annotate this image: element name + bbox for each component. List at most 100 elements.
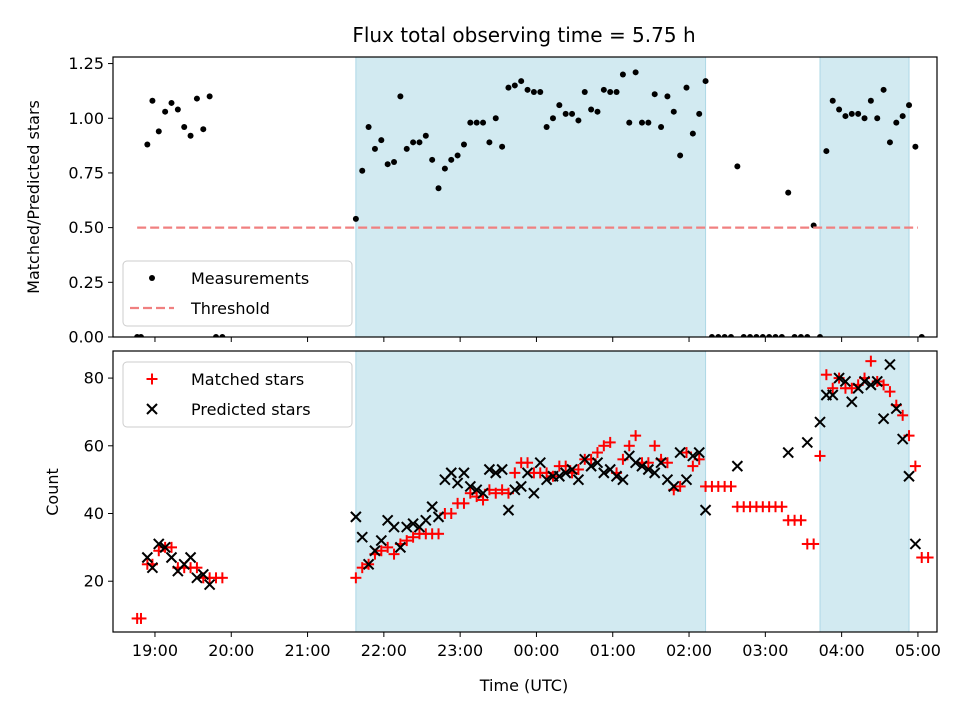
top-panel-ratio: 0.00 0.25 0.50 0.75 1.00 1.25 Measurements Thre… — [68, 54, 938, 347]
predicted-star-marker — [566, 463, 578, 476]
marker-stroke — [483, 463, 496, 476]
predicted-star-marker — [369, 545, 381, 557]
marker-stroke — [477, 487, 489, 499]
measurement-point — [174, 106, 181, 113]
matched-star-marker — [407, 531, 419, 543]
predicted-star-marker — [801, 436, 814, 449]
predicted-star-marker — [553, 470, 566, 482]
measurement-point — [378, 137, 385, 144]
matched-star-marker — [388, 548, 400, 560]
measurement-point — [689, 130, 696, 137]
measurement-point — [435, 185, 442, 192]
matched-star-marker — [827, 382, 839, 394]
measurement-point — [359, 167, 366, 174]
matched-star-marker — [865, 355, 877, 367]
matched-star-marker — [725, 480, 737, 492]
marker-stroke — [509, 484, 521, 496]
matched-star-marker — [496, 484, 508, 496]
plot-area — [134, 69, 925, 337]
marker-stroke — [407, 517, 419, 530]
marker-stroke — [191, 572, 203, 584]
predicted-star-marker — [426, 501, 438, 513]
measurement-point — [791, 334, 798, 337]
measurement-point — [708, 334, 715, 337]
predicted-star-marker — [636, 460, 648, 472]
marker-stroke — [445, 467, 457, 479]
measurement-point — [797, 334, 804, 337]
predicted-star-marker — [407, 517, 419, 530]
legend-box — [122, 361, 353, 428]
x-tick-label: 21:00 — [285, 641, 331, 660]
measurement-point — [575, 117, 582, 124]
measurement-point — [187, 132, 194, 139]
matched-star-marker — [649, 440, 661, 452]
measurement-point — [371, 145, 378, 152]
marker-stroke — [655, 457, 667, 469]
predicted-star-marker — [871, 375, 883, 388]
predicted-star-marker — [464, 480, 477, 493]
measurement-point — [804, 334, 811, 337]
chart-title: Flux total observing time = 5.75 h — [352, 23, 695, 47]
predicted-star-marker — [591, 457, 604, 469]
measurement-point — [886, 139, 893, 146]
matched-star-marker — [909, 460, 921, 472]
marker-stroke — [642, 463, 655, 476]
marker-stroke — [699, 504, 712, 516]
y-tick-label: 1.25 — [68, 54, 104, 73]
predicted-star-marker — [521, 467, 534, 479]
marker-stroke — [871, 375, 883, 388]
measurement-point — [365, 124, 372, 130]
predicted-star-marker — [483, 463, 496, 476]
measurement-point — [193, 95, 200, 102]
predicted-star-marker — [394, 541, 407, 554]
measurement-point — [664, 93, 671, 100]
predicted-star-marker — [146, 561, 159, 574]
measurement-point — [645, 119, 652, 126]
x-tick-label: 02:00 — [666, 641, 712, 660]
measurement-point — [505, 84, 512, 91]
legend-label: Threshold — [190, 299, 270, 318]
predicted-star-marker — [896, 433, 909, 445]
marker-stroke — [827, 389, 839, 401]
measurement-point — [181, 124, 188, 130]
matched-star-marker — [630, 430, 642, 442]
marker-stroke — [598, 467, 610, 479]
y-tick-label: 0.75 — [68, 163, 104, 182]
measurement-point — [855, 110, 862, 117]
measurement-point — [410, 139, 417, 146]
marker-stroke — [146, 403, 158, 415]
measurement-point — [613, 89, 620, 95]
predicted-star-marker — [496, 463, 508, 476]
matched-star-marker — [509, 467, 521, 479]
marker-stroke — [839, 375, 852, 388]
measurement-point — [899, 113, 906, 120]
measurement-point — [880, 86, 887, 93]
matched-star-marker — [191, 562, 203, 574]
x-tick-label: 04:00 — [819, 641, 865, 660]
y-tick-label: 1.00 — [68, 109, 104, 128]
measurement-point — [511, 82, 518, 89]
y-tick-label: 80 — [84, 369, 104, 388]
matched-star-marker — [165, 541, 177, 553]
marker-stroke — [604, 463, 616, 476]
measurement-point — [626, 119, 633, 126]
marker-stroke — [877, 413, 890, 425]
axes-frame — [112, 56, 938, 338]
predicted-star-marker — [528, 487, 540, 499]
measurement-point — [836, 106, 843, 113]
matched-star-marker — [846, 382, 858, 394]
x-tick-label: 22:00 — [361, 641, 407, 660]
measurement-point — [619, 71, 626, 78]
marker-stroke — [629, 457, 642, 469]
predicted-star-marker — [197, 568, 209, 581]
marker-stroke — [521, 467, 534, 479]
measurement-point — [759, 334, 766, 337]
marker-stroke — [197, 568, 209, 581]
measurement-point — [772, 334, 779, 337]
measurement-point — [581, 89, 588, 95]
marker-stroke — [470, 484, 483, 496]
measurement-point — [721, 334, 728, 337]
matched-star-marker — [922, 552, 934, 564]
predicted-star-marker — [680, 473, 693, 486]
predicted-star-marker — [693, 446, 705, 459]
